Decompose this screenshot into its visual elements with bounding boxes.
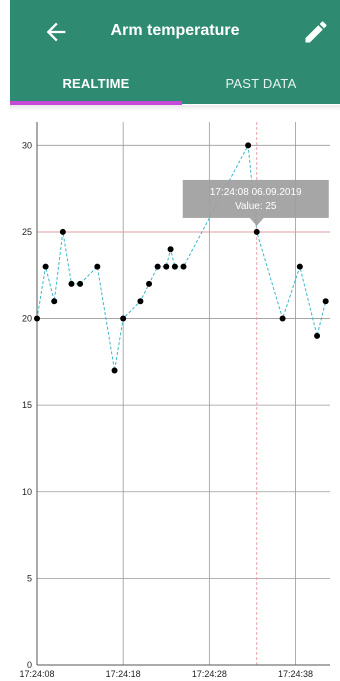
y-tick-label: 25	[22, 227, 32, 237]
x-tick-label: 17:24:08	[19, 669, 54, 679]
y-tick-label: 30	[22, 140, 32, 150]
data-point[interactable]	[296, 263, 303, 270]
data-point[interactable]	[111, 367, 118, 374]
data-point[interactable]	[68, 280, 75, 287]
data-point[interactable]	[322, 298, 329, 305]
temperature-chart[interactable]: 0 5 10 15 20 25 30 17:24:08 17:24:18 17:24:28 17:2…	[0, 110, 340, 681]
y-tick-label: 20	[22, 314, 32, 324]
data-point[interactable]	[180, 263, 187, 270]
data-point[interactable]	[34, 315, 40, 322]
tab-past-data[interactable]: PAST DATA	[225, 76, 297, 91]
arrow-left-icon[interactable]	[42, 18, 70, 46]
x-tick-label: 17:24:38	[278, 669, 313, 679]
data-point[interactable]	[314, 332, 321, 339]
data-point[interactable]	[167, 246, 174, 253]
data-point[interactable]	[77, 280, 84, 287]
y-tick-label: 15	[22, 400, 32, 410]
data-point[interactable]	[279, 315, 286, 322]
pencil-icon[interactable]	[302, 18, 330, 46]
app-bar: Arm temperature	[10, 0, 340, 64]
data-point[interactable]	[171, 263, 178, 270]
x-tick-label: 17:24:28	[192, 669, 227, 679]
chart-series	[34, 142, 329, 374]
chart-axes: 0 5 10 15 20 25 30 17:24:08 17:24:18 17:24:28 17:2…	[19, 122, 330, 679]
x-tick-label: 17:24:18	[106, 669, 141, 679]
data-point[interactable]	[154, 263, 161, 270]
tab-bar: REALTIME PAST DATA	[10, 64, 340, 104]
data-point[interactable]	[137, 298, 144, 305]
tooltip-value: Value: 25	[235, 201, 277, 212]
y-tick-label: 0	[27, 660, 32, 670]
tooltip-box	[182, 179, 329, 218]
tab-realtime[interactable]: REALTIME	[62, 76, 130, 91]
tooltip-arrow	[249, 217, 264, 226]
y-tick-label: 5	[27, 573, 32, 583]
data-point[interactable]	[245, 142, 252, 149]
data-point[interactable]	[51, 298, 58, 305]
data-point[interactable]	[146, 280, 153, 287]
data-point[interactable]	[253, 228, 260, 235]
tab-indicator	[10, 101, 182, 105]
data-point[interactable]	[59, 228, 66, 235]
chart-tooltip: 17:24:08 06.09.2019 Value: 25	[182, 179, 329, 226]
data-point[interactable]	[120, 315, 127, 322]
data-point[interactable]	[163, 263, 170, 270]
tooltip-timestamp: 17:24:08 06.09.2019	[210, 187, 302, 198]
series-line	[36, 143, 327, 371]
data-point[interactable]	[94, 263, 101, 270]
header-shadow	[10, 105, 340, 111]
y-tick-label: 10	[22, 487, 32, 497]
page-title: Arm temperature	[110, 22, 240, 39]
data-point[interactable]	[42, 263, 49, 270]
